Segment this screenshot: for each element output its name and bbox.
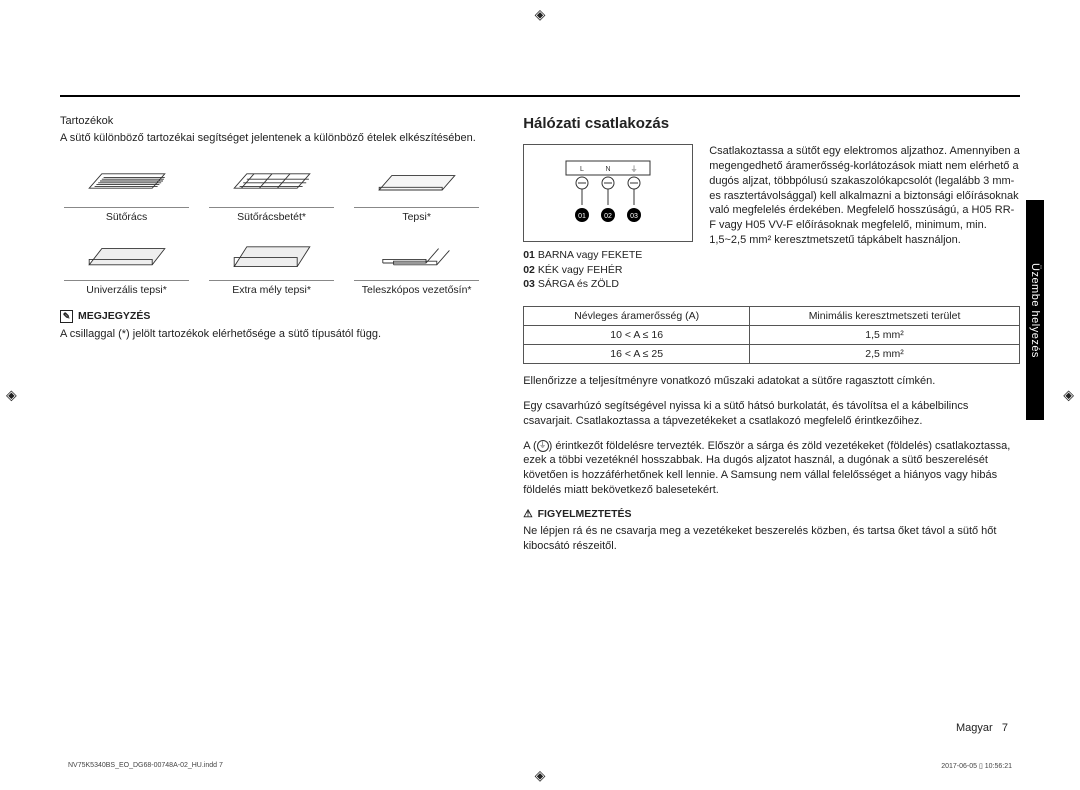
accessory-label: Extra mély tepsi* xyxy=(205,284,338,296)
wire-legend-row: 02 KÉK vagy FEHÉR xyxy=(523,263,693,278)
warning-heading-label: FIGYELMEZTETÉS xyxy=(538,508,632,520)
svg-text:L: L xyxy=(580,166,584,173)
wire-legend-row: 03 SÁRGA és ZÖLD xyxy=(523,277,693,292)
note-body: A csillaggal (*) jelölt tartozékok elérh… xyxy=(60,327,483,342)
section-tab-label: Üzembe helyezés xyxy=(1029,263,1041,358)
table-cell: 16 < A ≤ 25 xyxy=(524,345,750,364)
wiring-diagram-icon: L N ⏚ 01 02 03 xyxy=(523,144,693,242)
note-icon: ✎ xyxy=(60,310,73,323)
accessory-item: Teleszkópos vezetősín* xyxy=(350,229,483,296)
table-row: 10 < A ≤ 16 1,5 mm² xyxy=(524,326,1020,345)
paragraph: Egy csavarhúzó segítségével nyissa ki a … xyxy=(523,399,1020,429)
svg-text:01: 01 xyxy=(578,213,586,220)
wire-num: 01 xyxy=(523,249,535,261)
accessory-item: Sütőrács xyxy=(60,156,193,223)
accessory-item: Sütőrácsbetét* xyxy=(205,156,338,223)
svg-text:⏚: ⏚ xyxy=(631,165,638,173)
wire-legend-row: 01 BARNA vagy FEKETE xyxy=(523,248,693,263)
table-cell: 10 < A ≤ 16 xyxy=(524,326,750,345)
crop-mark-top: ◈ xyxy=(535,6,546,23)
accessory-item: Univerzális tepsi* xyxy=(60,229,193,296)
left-column: Tartozékok A sütő különböző tartozékai s… xyxy=(60,115,483,564)
print-file: NV75K5340BS_EO_DG68-00748A-02_HU.indd 7 xyxy=(68,762,223,770)
page-footer: Magyar 7 xyxy=(956,722,1008,734)
note-heading-label: MEGJEGYZÉS xyxy=(78,310,150,322)
rule-top xyxy=(60,95,1020,97)
baking-tray-icon xyxy=(354,156,479,208)
accessory-label: Sütőrácsbetét* xyxy=(205,211,338,223)
wire-legend: 01 BARNA vagy FEKETE 02 KÉK vagy FEHÉR 0… xyxy=(523,248,693,292)
table-row: 16 < A ≤ 25 2,5 mm² xyxy=(524,345,1020,364)
para3b: ) érintkezőt földelésre tervezték. Elősz… xyxy=(523,440,1010,497)
wiring-text: Csatlakoztassa a sütőt egy elektromos al… xyxy=(709,144,1020,248)
wiring-left: L N ⏚ 01 02 03 01 BARNA vagy FEKETE 02 K… xyxy=(523,144,693,292)
section-title: Hálózati csatlakozás xyxy=(523,115,1020,132)
para3a: A ( xyxy=(523,440,536,452)
svg-text:03: 03 xyxy=(630,213,638,220)
accessory-label: Univerzális tepsi* xyxy=(60,284,193,296)
extra-deep-tray-icon xyxy=(209,229,334,281)
accessory-item: Extra mély tepsi* xyxy=(205,229,338,296)
accessories-title: Tartozékok xyxy=(60,115,483,127)
print-date: 2017-06-05 ▯ 10:56:21 xyxy=(941,762,1012,770)
paragraph: A (⏚) érintkezőt földelésre tervezték. E… xyxy=(523,439,1020,498)
universal-tray-icon xyxy=(64,229,189,281)
accessory-label: Sütőrács xyxy=(60,211,193,223)
svg-text:02: 02 xyxy=(604,213,612,220)
section-tab: Üzembe helyezés xyxy=(1026,200,1044,420)
warning-heading: ⚠ FIGYELMEZTETÉS xyxy=(523,508,1020,520)
accessory-item: Tepsi* xyxy=(350,156,483,223)
note-heading: ✎ MEGJEGYZÉS xyxy=(60,310,483,323)
crop-mark-right: ◈ xyxy=(1063,387,1074,404)
content-columns: Tartozékok A sütő különböző tartozékai s… xyxy=(60,115,1020,564)
accessory-label: Tepsi* xyxy=(350,211,483,223)
footer-lang: Magyar xyxy=(956,722,993,734)
telescopic-rail-icon xyxy=(354,229,479,281)
accessory-grid: Sütőrács Sütőrácsbetét* Tepsi* Univerzál xyxy=(60,156,483,296)
table-header: Névleges áramerősség (A) xyxy=(524,307,750,326)
crop-mark-left: ◈ xyxy=(6,387,17,404)
accessories-intro: A sütő különböző tartozékai segítséget j… xyxy=(60,131,483,146)
table-cell: 2,5 mm² xyxy=(750,345,1020,364)
print-footer: NV75K5340BS_EO_DG68-00748A-02_HU.indd 7 … xyxy=(68,762,1012,770)
warning-icon: ⚠ xyxy=(523,508,532,520)
wire-txt: KÉK vagy FEHÉR xyxy=(538,264,623,276)
wire-num: 02 xyxy=(523,264,535,276)
footer-page: 7 xyxy=(1002,722,1008,734)
accessory-label: Teleszkópos vezetősín* xyxy=(350,284,483,296)
table-row: Névleges áramerősség (A) Minimális keres… xyxy=(524,307,1020,326)
wire-num: 03 xyxy=(523,278,535,290)
wire-rack-insert-icon xyxy=(209,156,334,208)
warning-body: Ne lépjen rá és ne csavarja meg a vezeté… xyxy=(523,524,1020,554)
svg-text:N: N xyxy=(606,166,611,173)
table-header: Minimális keresztmetszeti terület xyxy=(750,307,1020,326)
spec-table: Névleges áramerősség (A) Minimális keres… xyxy=(523,306,1020,364)
wire-txt: SÁRGA és ZÖLD xyxy=(538,278,619,290)
table-cell: 1,5 mm² xyxy=(750,326,1020,345)
ground-icon: ⏚ xyxy=(537,440,549,452)
wire-txt: BARNA vagy FEKETE xyxy=(538,249,642,261)
wire-rack-icon xyxy=(64,156,189,208)
wiring-row: L N ⏚ 01 02 03 01 BARNA vagy FEKETE 02 K… xyxy=(523,144,1020,292)
paragraph: Ellenőrizze a teljesítményre vonatkozó m… xyxy=(523,374,1020,389)
right-column: Hálózati csatlakozás L xyxy=(523,115,1020,564)
